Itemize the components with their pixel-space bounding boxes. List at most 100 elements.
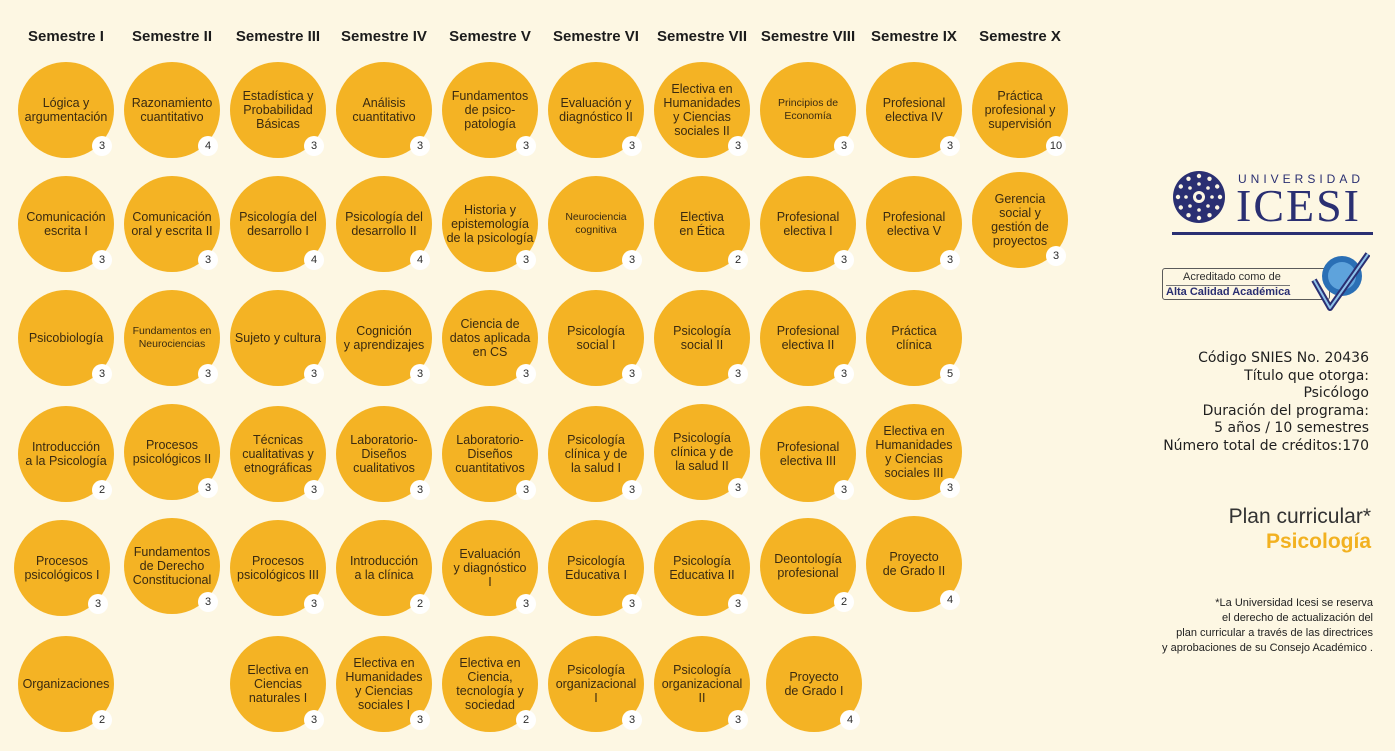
credit-badge: 3 (622, 250, 642, 270)
footnote-line: el derecho de actualización del (1221, 612, 1373, 624)
duration-label: Duración del programa: (1202, 402, 1369, 419)
credit-badge: 3 (1046, 246, 1066, 266)
course-name: Proyecto de Grado II (882, 550, 946, 578)
course-circle: Electiva en Humanidades y Ciencias socia… (654, 62, 750, 158)
course-circle: Cognición y aprendizajes 3 (336, 290, 432, 386)
credit-badge: 3 (622, 594, 642, 614)
course-name: Neurociencia cognitiva (565, 211, 627, 236)
course-circle: Historia y epistemología de la psicologí… (442, 176, 538, 272)
plan-title: Plan curricular* (1228, 505, 1371, 528)
course-name: Historia y epistemología de la psicologí… (446, 203, 534, 245)
credit-badge: 3 (516, 480, 536, 500)
course-circle: Comunicación oral y escrita II 3 (124, 176, 220, 272)
course-circle: Evaluación y diagnóstico II 3 (548, 62, 644, 158)
credit-badge: 3 (940, 250, 960, 270)
course-circle: Comunicación escrita I 3 (18, 176, 114, 272)
course-name: Técnicas cualitativas y etnográficas (242, 433, 314, 475)
course-name: Comunicación oral y escrita II (131, 210, 213, 238)
course-name: Evaluación y diagnóstico II (559, 96, 633, 124)
credit-badge: 3 (516, 364, 536, 384)
credit-badge: 10 (1046, 136, 1066, 156)
logo-divider (1172, 232, 1373, 235)
course-name: Profesional electiva II (776, 324, 840, 352)
credit-badge: 3 (92, 136, 112, 156)
course-name: Electiva en Humanidades y Ciencias socia… (663, 82, 741, 138)
semester-header-3: Semestre III (235, 28, 321, 45)
credit-badge: 4 (198, 136, 218, 156)
course-name: Fundamentos en Neurociencias (132, 325, 212, 350)
credit-badge: 2 (728, 250, 748, 270)
credit-badge: 2 (516, 710, 536, 730)
course-name: Psicología social II (673, 324, 731, 352)
course-circle: Ciencia de datos aplicada en CS 3 (442, 290, 538, 386)
icesi-wordmark: ICESI (1236, 180, 1361, 231)
course-circle: Psicología organizacional I 3 (548, 636, 644, 732)
course-name: Razonamiento cuantitativo (131, 96, 213, 124)
course-name: Procesos psicológicos I (24, 554, 100, 582)
course-circle: Evaluación y diagnóstico I 3 (442, 520, 538, 616)
credit-badge: 3 (304, 136, 324, 156)
course-name: Psicología Educativa I (565, 554, 627, 582)
credit-badge: 3 (622, 710, 642, 730)
semester-header-5: Semestre V (449, 28, 531, 45)
course-circle: Organizaciones 2 (18, 636, 114, 732)
course-circle: Práctica profesional y supervisión 10 (972, 62, 1068, 158)
course-circle: Fundamentos en Neurociencias 3 (124, 290, 220, 386)
credit-badge: 3 (198, 592, 218, 612)
credit-badge: 3 (88, 594, 108, 614)
course-circle: Profesional electiva IV 3 (866, 62, 962, 158)
course-circle: Sujeto y cultura 3 (230, 290, 326, 386)
credit-badge: 2 (834, 592, 854, 612)
semester-header-8: Semestre VIII (760, 28, 856, 45)
course-circle: Procesos psicológicos III 3 (230, 520, 326, 616)
course-name: Deontología profesional (774, 552, 842, 580)
credit-badge: 3 (410, 364, 430, 384)
footnote-line: plan curricular a través de las directri… (1176, 627, 1373, 639)
course-circle: Fundamentos de Derecho Constitucional 3 (124, 518, 220, 614)
course-circle: Psicología social II 3 (654, 290, 750, 386)
course-circle: Deontología profesional 2 (760, 518, 856, 614)
credit-badge: 3 (834, 136, 854, 156)
course-circle: Procesos psicológicos II 3 (124, 404, 220, 500)
accreditation-badge: Acreditado como de Alta Calidad Académic… (1162, 268, 1330, 300)
course-circle: Fundamentos de psico- patología 3 (442, 62, 538, 158)
course-name: Ciencia de datos aplicada en CS (449, 317, 531, 359)
course-circle: Psicología Educativa II 3 (654, 520, 750, 616)
credit-badge: 3 (304, 364, 324, 384)
semester-header-9: Semestre IX (871, 28, 957, 45)
course-circle: Profesional electiva V 3 (866, 176, 962, 272)
course-name: Organizaciones (22, 677, 110, 691)
course-name: Electiva en Humanidades y Ciencias socia… (345, 656, 423, 712)
course-name: Principios de Economía (777, 97, 839, 122)
credit-badge: 3 (728, 710, 748, 730)
credit-badge: 4 (840, 710, 860, 730)
semester-header-10: Semestre X (979, 28, 1061, 45)
accreditation-line-2: Alta Calidad Académica (1166, 285, 1291, 298)
course-circle: Gerencia social y gestión de proyectos 3 (972, 172, 1068, 268)
course-name: Psicología organizacional II (661, 663, 743, 705)
course-circle: Psicología clínica y de la salud I 3 (548, 406, 644, 502)
icesi-logo-icon (1173, 171, 1225, 223)
course-circle: Psicología social I 3 (548, 290, 644, 386)
course-circle: Psicología organizacional II 3 (654, 636, 750, 732)
credit-badge: 3 (304, 480, 324, 500)
course-name: Introducción a la clínica (349, 554, 419, 582)
credit-badge: 3 (622, 480, 642, 500)
credit-badge: 2 (410, 594, 430, 614)
course-name: Práctica profesional y supervisión (984, 89, 1056, 131)
course-name: Psicología del desarrollo II (345, 210, 423, 238)
course-circle: Introducción a la clínica 2 (336, 520, 432, 616)
course-name: Proyecto de Grado I (784, 670, 844, 698)
credit-badge: 3 (940, 478, 960, 498)
course-name: Lógica y argumentación (24, 96, 108, 124)
course-circle: Psicología del desarrollo II 4 (336, 176, 432, 272)
course-circle: Psicología Educativa I 3 (548, 520, 644, 616)
credit-badge: 3 (410, 710, 430, 730)
credit-badge: 3 (410, 480, 430, 500)
course-name: Evaluación y diagnóstico I (453, 547, 527, 589)
course-name: Electiva en Ciencias naturales I (247, 663, 309, 705)
course-circle: Psicología clínica y de la salud II 3 (654, 404, 750, 500)
credit-badge: 4 (304, 250, 324, 270)
course-name: Psicología Educativa II (669, 554, 735, 582)
course-name: Comunicación escrita I (26, 210, 106, 238)
